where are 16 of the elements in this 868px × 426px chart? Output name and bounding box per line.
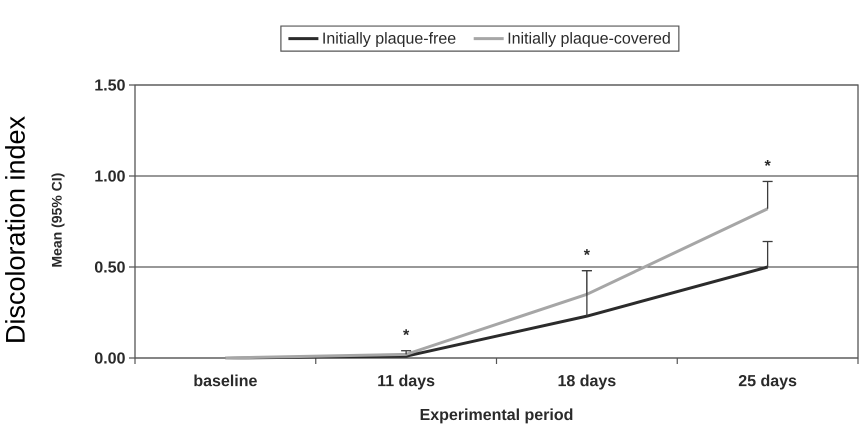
x-tick-label: 11 days [378,374,434,390]
y-tick-label: 1.00 [95,170,125,182]
y-tick-label: 0.50 [94,261,125,273]
y-axis-title: Mean (95% CI) [51,173,65,267]
annotation: * [403,329,410,336]
x-tick-label: 25 days [738,374,796,390]
text: Discoloration index [5,116,25,342]
annotation: * [764,160,771,166]
legend-label: Initially plaque-free [323,32,456,47]
annotation: * [584,249,590,256]
x-tick-label: baseline [194,374,257,386]
x-tick-label: 18 days [558,374,616,390]
legend-label: Initially plaque-covered [508,32,670,47]
x-axis-title: Experimental period [420,408,572,424]
y-tick-label: 1.50 [95,79,125,91]
y-tick-label: 0.00 [94,352,125,364]
